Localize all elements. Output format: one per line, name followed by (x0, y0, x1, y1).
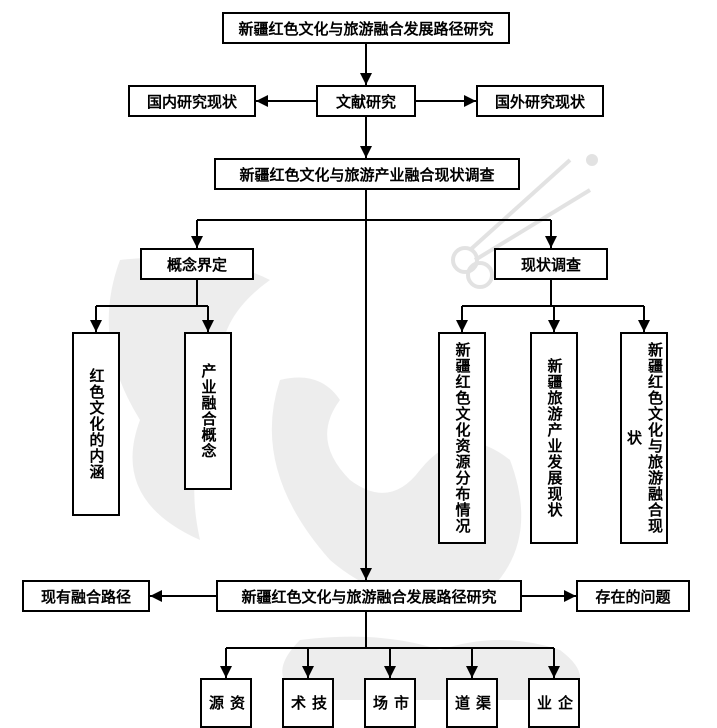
node-fusion-status: 新疆红色文化与旅游融合现状 (620, 332, 668, 544)
node-market: 市场 (364, 678, 416, 728)
node-resource: 资源 (200, 678, 252, 728)
node-tourism-dev: 新疆旅游产业发展现状 (530, 332, 578, 544)
node-status: 现状调查 (494, 248, 608, 280)
node-path-research: 新疆红色文化与旅游融合发展路径研究 (216, 580, 522, 612)
node-survey: 新疆红色文化与旅游产业融合现状调查 (214, 158, 520, 190)
node-problems: 存在的问题 (576, 580, 690, 612)
node-tech: 技术 (282, 678, 334, 728)
node-resource-dist: 新疆红色文化资源分布情况 (438, 332, 486, 544)
node-channel: 渠道 (446, 678, 498, 728)
node-red-culture: 红色文化的内涵 (72, 332, 120, 516)
node-foreign-research: 国外研究现状 (476, 85, 604, 117)
node-concept: 概念界定 (140, 248, 254, 280)
node-domestic-research: 国内研究现状 (128, 85, 256, 117)
node-enterprise: 企业 (528, 678, 580, 728)
node-title: 新疆红色文化与旅游融合发展路径研究 (222, 12, 510, 44)
node-industry-fusion: 产业融合概念 (184, 332, 232, 490)
node-existing-path: 现有融合路径 (22, 580, 150, 612)
node-literature: 文献研究 (316, 85, 416, 117)
